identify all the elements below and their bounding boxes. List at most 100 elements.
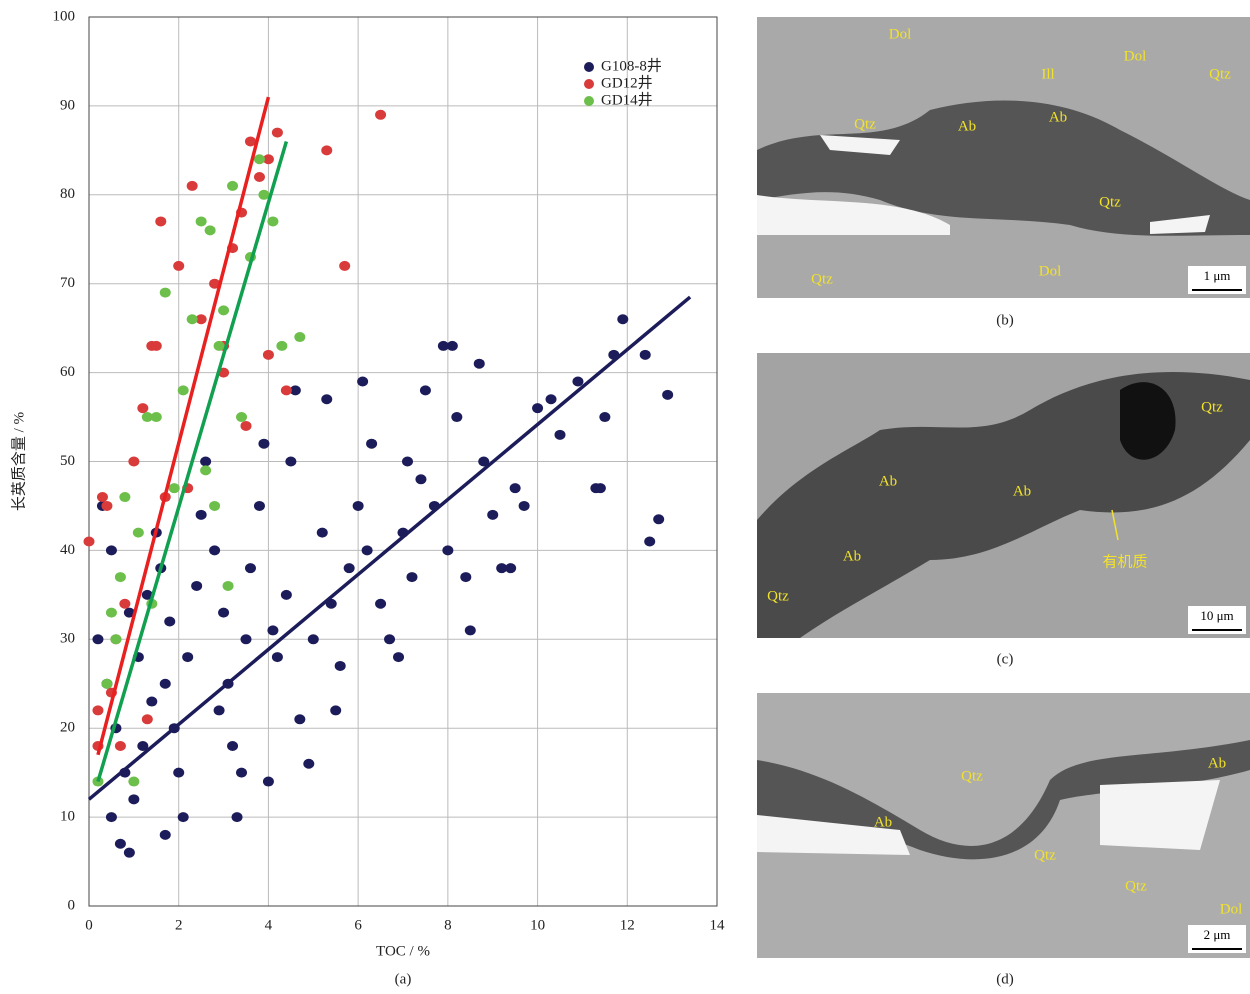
legend-marker: [584, 62, 594, 72]
mineral-label: Dol: [1124, 48, 1147, 64]
point: [241, 421, 252, 431]
point: [155, 216, 166, 226]
point: [187, 314, 198, 324]
point: [465, 625, 476, 635]
mineral-label: Qtz: [767, 588, 789, 604]
point: [200, 465, 211, 475]
point: [640, 350, 651, 360]
point: [272, 652, 283, 662]
y-tick-label: 60: [60, 364, 75, 380]
point: [84, 537, 95, 547]
point: [344, 563, 355, 573]
point: [187, 181, 198, 191]
point: [357, 376, 368, 386]
point: [106, 608, 117, 618]
mineral-label: 有机质: [1102, 553, 1147, 570]
point: [263, 350, 274, 360]
x-tick-label: 0: [85, 917, 93, 933]
point: [321, 394, 332, 404]
point: [335, 661, 346, 671]
point: [115, 741, 126, 751]
point: [218, 608, 229, 618]
y-tick-label: 30: [60, 631, 75, 647]
point: [124, 848, 135, 858]
point: [137, 403, 148, 413]
y-tick-label: 100: [53, 8, 76, 24]
point: [173, 768, 184, 778]
y-tick-label: 10: [60, 809, 75, 825]
point: [227, 741, 238, 751]
point: [447, 341, 458, 351]
point: [595, 483, 606, 493]
point: [151, 341, 162, 351]
sem-c: QtzAbAbAbQtz有机质10 μm: [757, 353, 1250, 638]
point: [294, 714, 305, 724]
mineral-label: Qtz: [1125, 878, 1147, 894]
mineral-label: Ill: [1041, 66, 1054, 82]
point: [281, 385, 292, 395]
point: [375, 599, 386, 609]
point: [106, 812, 117, 822]
point: [258, 439, 269, 449]
caption: (a): [395, 971, 412, 987]
mineral-label: Dol: [1220, 901, 1243, 917]
point: [510, 483, 521, 493]
point: [254, 501, 265, 511]
point: [263, 777, 274, 787]
point: [209, 545, 220, 555]
point: [128, 777, 139, 787]
point: [267, 216, 278, 226]
point: [236, 768, 247, 778]
point: [223, 581, 234, 591]
point: [218, 305, 229, 315]
x-tick-label: 14: [710, 917, 726, 933]
point: [119, 599, 130, 609]
point: [258, 190, 269, 200]
y-axis-label: 长英质含量 / %: [9, 412, 27, 511]
point: [232, 812, 243, 822]
point: [160, 830, 171, 840]
point: [572, 376, 583, 386]
figure: DolDolIllQtzQtzAbAbQtzQtzDol1 μm QtzAbAb…: [0, 0, 1250, 989]
point: [254, 172, 265, 182]
scale-label: 10 μm: [1200, 608, 1233, 623]
point: [182, 652, 193, 662]
point: [546, 394, 557, 404]
point: [214, 341, 225, 351]
point: [362, 545, 373, 555]
legend-label: GD12井: [601, 74, 653, 91]
mineral-label: Ab: [1013, 483, 1031, 499]
point: [474, 359, 485, 369]
point: [196, 216, 207, 226]
point: [366, 439, 377, 449]
point: [133, 528, 144, 538]
point: [160, 679, 171, 689]
point: [200, 457, 211, 467]
mineral-label: Dol: [889, 26, 912, 42]
x-tick-label: 10: [530, 917, 545, 933]
point: [276, 341, 287, 351]
caption: (c): [997, 651, 1014, 667]
point: [330, 705, 341, 715]
point: [420, 385, 431, 395]
scale-label: 2 μm: [1204, 927, 1231, 942]
point: [375, 110, 386, 120]
caption: (d): [996, 971, 1014, 987]
point: [191, 581, 202, 591]
point: [460, 572, 471, 582]
point: [169, 483, 180, 493]
x-axis-label: TOC / %: [376, 943, 430, 959]
mineral-label: Ab: [958, 118, 976, 134]
point: [209, 501, 220, 511]
point: [308, 634, 319, 644]
point: [339, 261, 350, 271]
point: [519, 501, 530, 511]
legend-marker: [584, 79, 594, 89]
point: [393, 652, 404, 662]
mineral-label: Qtz: [1201, 399, 1223, 415]
point: [644, 537, 655, 547]
x-tick-label: 6: [354, 917, 362, 933]
mineral-label: Ab: [843, 548, 861, 564]
point: [151, 412, 162, 422]
point: [415, 474, 426, 484]
